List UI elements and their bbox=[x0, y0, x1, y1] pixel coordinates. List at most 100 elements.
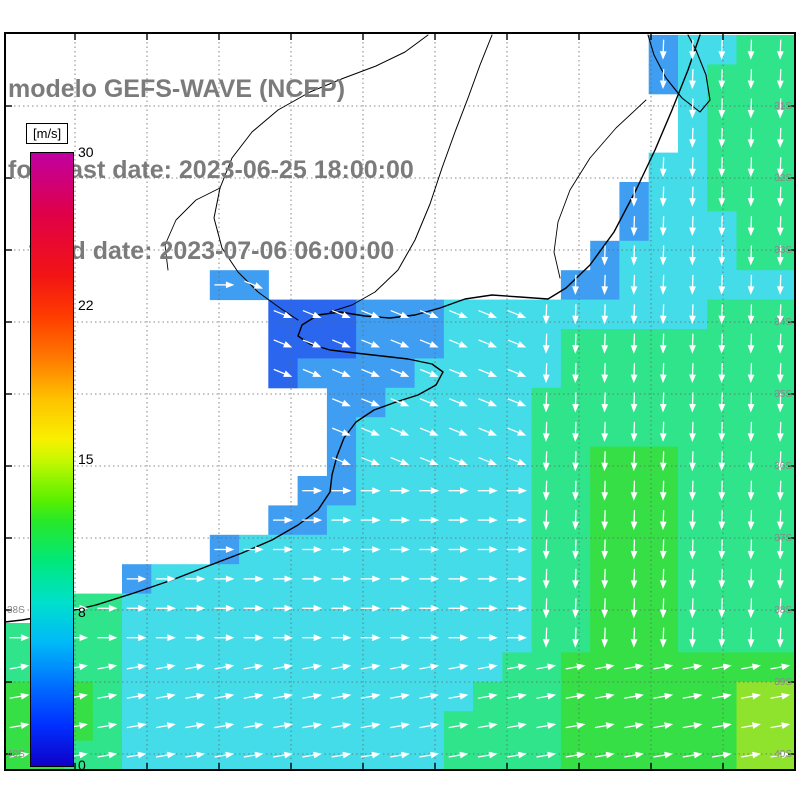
wind-arrow bbox=[776, 510, 784, 531]
wind-arrow bbox=[689, 216, 696, 237]
wind-arrow bbox=[689, 539, 696, 560]
wind-arrow bbox=[630, 333, 638, 354]
wind-arrow bbox=[718, 127, 726, 148]
wind-arrow bbox=[331, 487, 352, 495]
wind-arrow bbox=[360, 546, 381, 553]
wind-arrow bbox=[747, 480, 755, 501]
wind-arrow bbox=[273, 722, 293, 729]
wind-arrow bbox=[747, 274, 755, 295]
wind-arrow bbox=[419, 575, 440, 583]
lat-label-left: 40S bbox=[7, 749, 25, 760]
wind-arrow bbox=[390, 692, 410, 700]
wind-arrow bbox=[419, 398, 439, 407]
wind-arrow bbox=[659, 568, 667, 589]
wind-arrow bbox=[770, 663, 791, 671]
wind-arrow bbox=[601, 598, 609, 619]
wind-arrow bbox=[776, 627, 784, 648]
wind-arrow bbox=[542, 304, 550, 325]
wind-arrow bbox=[97, 692, 118, 700]
wind-arrow bbox=[331, 604, 352, 612]
wind-arrow bbox=[360, 634, 381, 642]
wind-arrow bbox=[572, 333, 579, 354]
wind-arrow bbox=[594, 751, 615, 759]
wind-arrow bbox=[601, 363, 609, 384]
wind-arrow bbox=[507, 339, 527, 348]
wind-arrow bbox=[718, 98, 726, 119]
wind-arrow bbox=[630, 421, 638, 442]
wind-arrow bbox=[478, 456, 498, 466]
wind-arrow bbox=[689, 333, 696, 354]
wind-arrow bbox=[507, 487, 527, 495]
wind-arrow bbox=[630, 186, 638, 207]
wind-arrow bbox=[302, 546, 323, 553]
wind-arrow bbox=[747, 216, 755, 237]
wind-arrow bbox=[718, 392, 726, 413]
wind-arrow bbox=[361, 427, 380, 436]
wind-arrow bbox=[542, 598, 550, 619]
wind-arrow bbox=[448, 456, 468, 466]
wind-arrow bbox=[659, 627, 667, 648]
wind-arrow bbox=[507, 456, 527, 466]
wind-arrow bbox=[302, 692, 323, 700]
wind-arrow bbox=[477, 604, 498, 612]
wind-arrow bbox=[155, 634, 176, 642]
wind-arrow bbox=[9, 634, 30, 642]
wind-arrow bbox=[419, 456, 439, 466]
wind-arrow bbox=[741, 722, 761, 729]
wind-arrow bbox=[273, 368, 293, 377]
wind-arrow bbox=[273, 663, 293, 671]
wind-arrow bbox=[273, 692, 293, 700]
wind-arrow bbox=[659, 598, 667, 619]
wind-arrow bbox=[419, 427, 439, 436]
latitude-labels-layer: 31S 32S 33S 34S 35S 36S 37S 38S 39S 40S 38S 40S bbox=[7, 101, 792, 760]
wind-arrow bbox=[741, 692, 761, 700]
wind-arrow bbox=[659, 363, 667, 384]
wind-arrow bbox=[419, 309, 439, 319]
wind-arrow bbox=[659, 333, 667, 354]
wind-arrow bbox=[302, 575, 323, 583]
wind-arrow bbox=[419, 634, 440, 642]
wind-arrow bbox=[302, 368, 322, 377]
wind-arrow bbox=[689, 363, 696, 384]
wind-arrow bbox=[659, 157, 667, 178]
wind-arrow bbox=[126, 722, 147, 729]
wind-arrow bbox=[776, 127, 784, 148]
wind-arrow bbox=[565, 692, 586, 700]
wind-arrow bbox=[126, 575, 147, 583]
wind-arrow bbox=[718, 451, 726, 472]
wind-arrow bbox=[448, 398, 468, 407]
lat-label-right: 37S bbox=[774, 533, 792, 544]
wind-arrow bbox=[477, 722, 498, 729]
wind-arrow bbox=[9, 751, 30, 759]
wind-arrow bbox=[9, 722, 30, 729]
wind-arrow bbox=[507, 368, 527, 377]
wind-arrow bbox=[689, 69, 696, 90]
wind-arrow bbox=[689, 127, 696, 148]
wind-arrow bbox=[185, 604, 206, 612]
wind-arrow bbox=[390, 751, 410, 759]
wind-arrow bbox=[776, 274, 784, 295]
wind-arrow bbox=[659, 245, 667, 266]
wind-arrow bbox=[419, 722, 440, 729]
wind-arrow bbox=[689, 568, 696, 589]
wind-arrow bbox=[448, 751, 469, 759]
wind-arrow bbox=[507, 692, 527, 700]
wind-arrow bbox=[682, 692, 703, 700]
wind-arrow bbox=[507, 546, 527, 553]
wind-arrow bbox=[185, 663, 206, 671]
wind-arrow bbox=[360, 516, 381, 524]
wind-arrow bbox=[572, 304, 579, 325]
wind-arrow bbox=[243, 634, 264, 642]
wind-arrow bbox=[419, 516, 440, 524]
wind-arrow bbox=[659, 186, 667, 207]
wind-arrow bbox=[718, 568, 726, 589]
wind-arrow bbox=[776, 98, 784, 119]
wind-arrow bbox=[273, 339, 293, 348]
wind-arrow bbox=[542, 627, 550, 648]
wind-arrow bbox=[507, 398, 527, 407]
wind-arrow bbox=[601, 451, 609, 472]
wind-arrow bbox=[659, 39, 667, 60]
wind-arrow bbox=[718, 363, 726, 384]
wind-arrow bbox=[689, 98, 696, 119]
